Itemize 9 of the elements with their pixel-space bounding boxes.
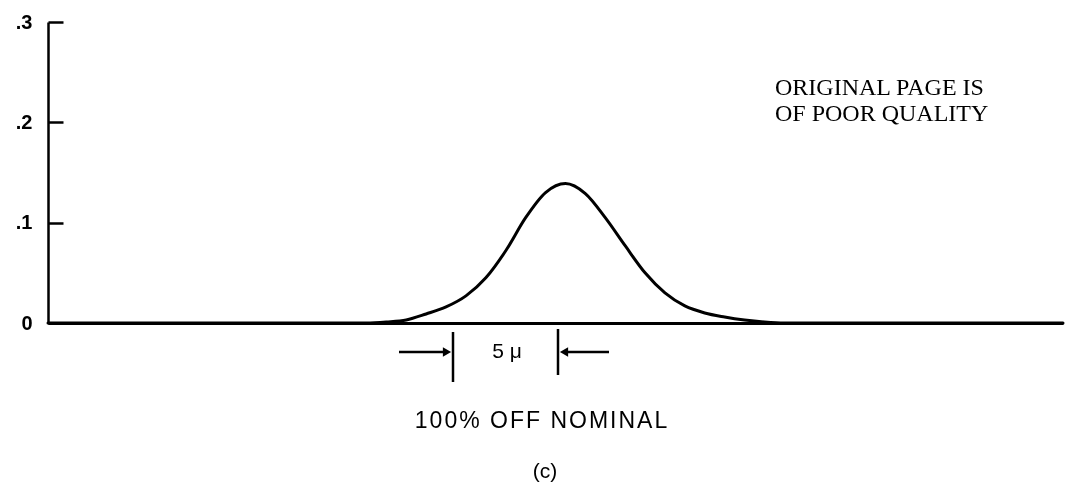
y-tick-label: 0 [21,311,33,334]
y-tick-label: .1 [15,211,33,234]
annotation: OF POOR QUALITY [775,100,989,126]
y-tick-label: .2 [15,110,33,133]
text: (c) [532,459,558,482]
annotation: ORIGINAL PAGE IS [775,74,984,100]
text: 5 μ [492,339,522,362]
x-axis-title: 100% OFF NOMINAL [414,406,670,433]
y-tick-label: .3 [15,10,33,33]
